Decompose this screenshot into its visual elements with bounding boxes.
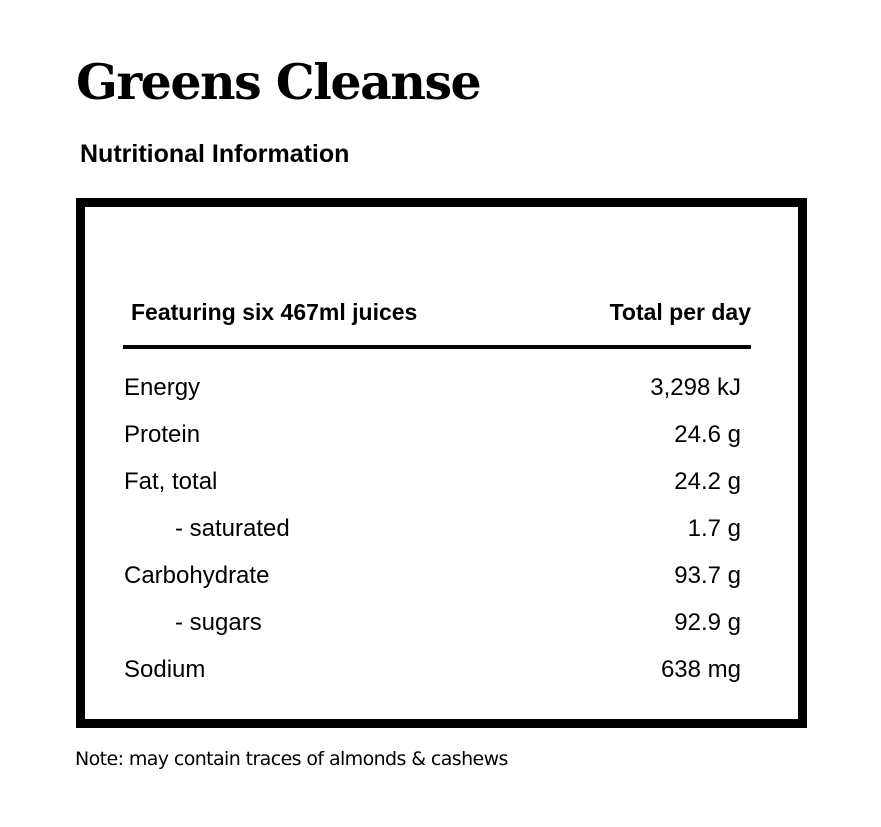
table-row: Energy 3,298 kJ (85, 370, 798, 417)
page-title: Greens Cleanse (76, 53, 482, 111)
row-label: - sugars (175, 609, 262, 636)
header-total-label: Total per day (609, 299, 751, 325)
allergen-note: Note: may contain traces of almonds & ca… (75, 748, 508, 770)
header-serving-label: Featuring six 467ml juices (131, 299, 418, 325)
table-row: - saturated 1.7 g (85, 511, 798, 558)
table-row: Sodium 638 mg (85, 652, 798, 699)
table-row: - sugars 92.9 g (85, 605, 798, 652)
row-label: Protein (124, 421, 201, 448)
row-value: 93.7 g (674, 562, 741, 589)
nutrition-rows: Energy 3,298 kJ Protein 24.6 g Fat, tota… (85, 370, 798, 699)
row-value: 24.2 g (674, 468, 741, 495)
table-row: Carbohydrate 93.7 g (85, 558, 798, 605)
row-value: 638 mg (660, 656, 741, 683)
row-label: Fat, total (124, 468, 218, 495)
row-label: Energy (124, 374, 201, 401)
table-header: Featuring six 467ml juices Total per day (123, 291, 751, 349)
table-row: Fat, total 24.2 g (85, 464, 798, 511)
row-value: 24.6 g (674, 421, 741, 448)
table-row: Protein 24.6 g (85, 417, 798, 464)
row-label: Carbohydrate (124, 562, 270, 589)
row-label: - saturated (175, 515, 290, 542)
row-value: 92.9 g (674, 609, 741, 636)
row-label: Sodium (124, 656, 206, 683)
nutrition-panel: Featuring six 467ml juices Total per day… (76, 198, 807, 728)
row-value: 1.7 g (687, 515, 741, 542)
row-value: 3,298 kJ (650, 374, 741, 401)
page-subtitle: Nutritional Information (80, 140, 350, 168)
